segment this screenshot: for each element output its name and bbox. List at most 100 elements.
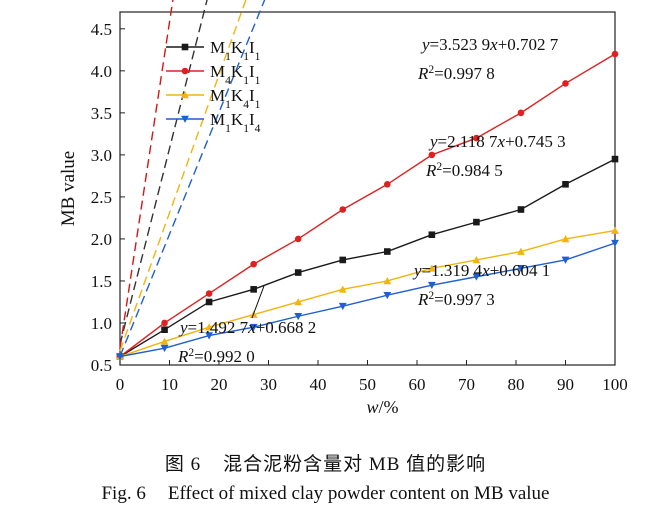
data-point [205,298,213,306]
axis-ticks: 0 10 20 30 40 50 60 70 80 90 100 0.5 1.0 1.5 2.0 2.5 3.0… [91,20,628,394]
x-tick-label: 70 [458,375,475,394]
legend-marker [181,43,189,51]
data-point [294,235,302,243]
data-point [611,50,619,58]
fit-equations: y=3.523 9x+0.702 7 R2=0.997 8 y=2.118 7x+0… [177,35,566,366]
caption-en-number: Fig. 6 [101,483,146,504]
legend-marker [181,91,189,99]
data-point [562,80,569,87]
caption-cn-text: 混合泥粉含量对 MB 值的影响 [223,454,487,475]
data-point [205,332,213,340]
data-point [517,265,525,273]
data-point [161,319,168,327]
data-point [161,326,168,333]
x-tick-label: 90 [557,375,574,394]
data-point [562,180,569,188]
x-tick-label: 80 [508,375,525,394]
data-point [428,151,436,159]
y-tick-label: 2.5 [91,188,112,207]
y-tick-label: 4.5 [91,20,112,39]
data-point [205,323,213,331]
data-point [384,180,391,188]
series-line [119,158,616,358]
fit-r2: R2=0.997 3 [417,289,495,310]
y-tick-label: 1.0 [91,314,112,333]
data-point [294,312,303,321]
data-point [517,247,525,255]
fit-equation: y=1.492 7x+0.668 2 [178,318,316,337]
data-point [427,264,436,272]
series-line [119,229,616,358]
legend-marker [181,115,189,123]
data-point [249,323,258,332]
data-point [473,134,480,142]
fit-equation: y=3.523 9x+0.702 7 [420,35,559,54]
fit-line [119,0,208,345]
x-tick-label: 40 [310,375,327,394]
fit-r2: R2=0.992 0 [177,346,255,367]
data-point [384,248,391,255]
legend-label: M1K1I1 [210,38,261,63]
data-point [611,226,619,234]
y-axis-label: MB value [58,151,79,226]
data-point [383,277,392,285]
axis-labels: w/% MB value [58,151,399,417]
data-point [611,155,619,163]
data-point [472,273,481,281]
caption-chinese: 图 6 混合泥粉含量对 MB 值的影响 [0,449,651,476]
data-point [517,206,525,213]
data-point [116,353,124,361]
x-tick-label: 20 [211,375,228,394]
data-series [116,50,619,361]
data-point [338,302,347,311]
data-point [383,291,392,300]
data-point [338,285,347,293]
series-line [119,53,616,358]
data-point [294,269,302,276]
data-point [561,256,570,264]
x-tick-label: 30 [260,375,277,394]
y-tick-label: 2.0 [91,230,112,249]
caption-cn-number: 图 6 [164,454,202,475]
legend-label: M1K1I4 [210,110,261,135]
chart: 0 10 20 30 40 50 60 70 80 90 100 0.5 1.0 1.5 2.0 2.5 3.0… [58,0,628,417]
data-point [611,239,619,248]
data-point [428,231,436,239]
data-point [561,235,570,243]
data-point [160,344,169,353]
legend-marker [181,67,189,75]
data-point [517,109,525,117]
data-point [427,281,436,290]
x-tick-label: 60 [409,375,426,394]
series-line [119,242,616,358]
data-point [473,218,480,226]
caption-english: Fig. 6 Effect of mixed clay powder conten… [0,483,651,505]
legend-label: M4K1I1 [210,62,261,87]
data-point [339,256,347,264]
caption-en-text: Effect of mixed clay powder content on M… [167,483,550,504]
x-tick-label: 100 [602,375,628,394]
fit-r2: R2=0.997 8 [417,63,495,84]
x-tick-label: 10 [161,375,178,394]
y-tick-label: 3.0 [91,146,112,165]
data-point [250,260,257,268]
x-tick-label: 0 [116,375,125,394]
fit-equation: y=1.319 4x+0.604 1 [412,261,550,280]
y-tick-label: 4.0 [91,62,112,81]
data-point [205,290,213,297]
data-point [250,286,257,293]
plot-frame [119,11,616,366]
legend-label: M1K4I1 [210,86,261,111]
y-tick-label: 1.5 [91,272,112,291]
fit-lines [119,0,266,357]
fit-r2: R2=0.984 5 [425,160,503,181]
fit-line [119,0,247,352]
annotation-leader-line [251,285,265,319]
y-tick-label: 3.5 [91,104,112,123]
data-point [294,298,303,306]
data-point [472,256,481,264]
x-tick-label: 50 [359,375,376,394]
data-point [339,206,347,213]
y-tick-label: 0.5 [91,356,112,375]
